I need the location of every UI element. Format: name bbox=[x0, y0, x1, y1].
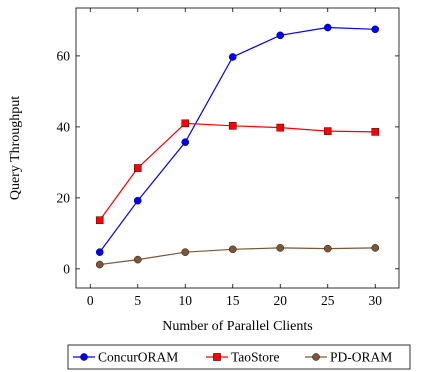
data-point-concuroram bbox=[371, 25, 380, 34]
data-point-pd-oram bbox=[371, 244, 380, 252]
x-tick-label: 10 bbox=[179, 293, 193, 308]
legend-marker-pd-oram bbox=[312, 353, 320, 361]
x-tick-label: 30 bbox=[369, 293, 383, 308]
series-taostore bbox=[95, 119, 380, 225]
y-tick-label: 40 bbox=[57, 119, 71, 134]
data-point-taostore bbox=[276, 123, 285, 132]
data-point-taostore bbox=[133, 164, 142, 172]
data-point-taostore bbox=[228, 122, 237, 130]
legend: ConcurORAM TaoStore PD-ORAM bbox=[67, 344, 411, 370]
data-point-pd-oram bbox=[323, 244, 332, 253]
data-point-concuroram bbox=[181, 138, 190, 146]
series-group bbox=[95, 23, 380, 269]
data-point-concuroram bbox=[276, 31, 285, 40]
data-point-concuroram bbox=[95, 248, 104, 256]
legend-label-concuroram: ConcurORAM bbox=[98, 350, 178, 365]
data-point-pd-oram bbox=[95, 260, 104, 269]
legend-frame bbox=[67, 344, 411, 370]
plot-area: 0 5 10 15 20 25 30 0 20 40 60 bbox=[57, 7, 400, 308]
data-point-taostore bbox=[181, 119, 190, 128]
x-tick-label: 0 bbox=[87, 293, 94, 308]
y-tick-label: 0 bbox=[63, 261, 70, 276]
series-line-concuroram bbox=[99, 26, 376, 253]
legend-marker-taostore bbox=[213, 353, 221, 361]
x-tick-label: 15 bbox=[226, 293, 240, 308]
x-axis-label: Number of Parallel Clients bbox=[162, 319, 312, 334]
series-concuroram bbox=[95, 23, 380, 256]
x-tick-label: 25 bbox=[321, 293, 335, 308]
series-line-pd-oram bbox=[99, 247, 376, 266]
plot-frame bbox=[75, 7, 400, 289]
legend-label-taostore: TaoStore bbox=[231, 350, 280, 365]
data-point-concuroram bbox=[228, 53, 237, 61]
y-tick-label: 60 bbox=[57, 48, 71, 63]
data-point-pd-oram bbox=[228, 245, 237, 254]
y-axis-label: Query Throughput bbox=[8, 96, 23, 200]
data-point-taostore bbox=[95, 216, 104, 225]
data-point-pd-oram bbox=[181, 248, 190, 256]
x-tick-label: 5 bbox=[134, 293, 141, 308]
series-pd-oram bbox=[95, 244, 380, 269]
legend-marker-concuroram bbox=[80, 353, 88, 361]
data-point-concuroram bbox=[323, 23, 332, 32]
data-point-concuroram bbox=[133, 196, 142, 205]
data-point-taostore bbox=[323, 127, 332, 135]
data-point-pd-oram bbox=[133, 255, 142, 264]
data-point-pd-oram bbox=[276, 244, 285, 252]
y-tick-label: 20 bbox=[57, 190, 71, 205]
data-point-taostore bbox=[371, 128, 380, 136]
legend-label-pd-oram: PD-ORAM bbox=[330, 350, 392, 365]
x-tick-label: 20 bbox=[274, 293, 288, 308]
axis-ticks: 0 5 10 15 20 25 30 0 20 40 60 bbox=[57, 8, 399, 308]
